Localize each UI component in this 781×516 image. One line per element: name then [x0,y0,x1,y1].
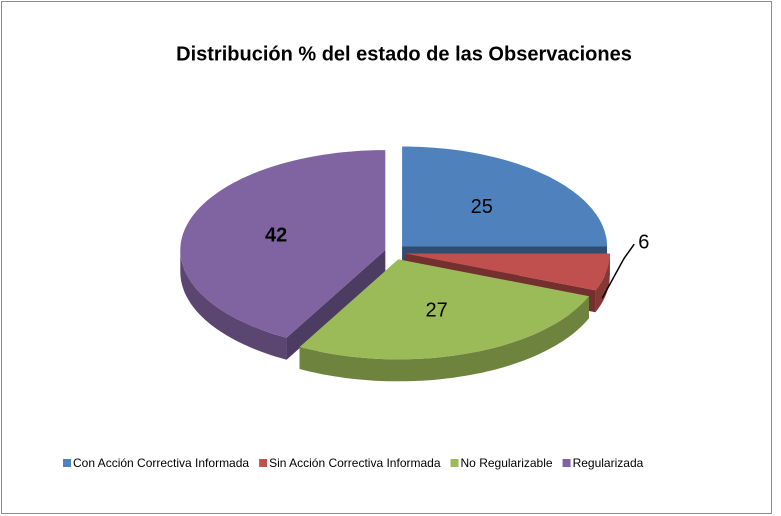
data-label: 42 [265,225,287,247]
legend: Con Acción Correctiva Informada Sin Acció… [63,456,644,470]
legend-swatch [562,459,571,467]
legend-swatch [450,459,459,467]
slice [404,253,610,291]
legend-swatch [259,459,268,467]
slice-sides [180,250,610,382]
legend-swatch [63,459,71,467]
slice [402,146,608,247]
legend-label: No Regularizable [461,456,553,470]
slice-side [180,250,287,360]
slice [299,259,589,360]
data-label: 25 [471,196,493,218]
chart-title: Distribución % del estado de las Observa… [176,43,632,65]
slice [180,150,386,338]
legend-label: Con Acción Correctiva Informada [73,456,249,470]
data-label: 6 [638,231,649,253]
leader-line [601,243,635,299]
slice-tops [180,146,610,360]
slice-wall [286,250,386,360]
legend-label: Sin Acción Correctiva Informada [269,456,441,470]
slice-side [595,253,610,313]
legend-label: Regularizada [573,456,644,470]
slice-side [299,296,589,382]
data-label: 27 [425,299,447,321]
